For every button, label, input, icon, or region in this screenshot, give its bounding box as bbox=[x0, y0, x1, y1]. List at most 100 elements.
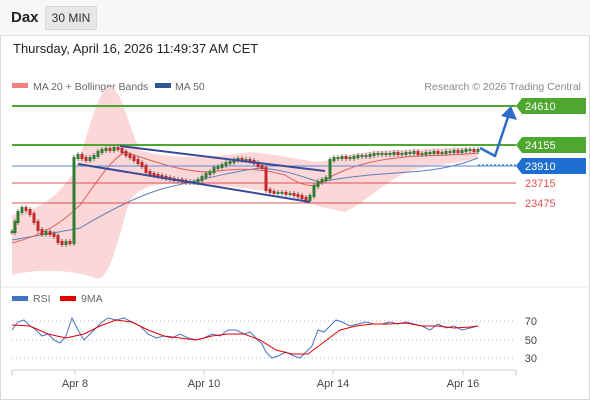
candle-body bbox=[412, 151, 416, 154]
candle-body bbox=[60, 241, 64, 245]
rsi-legend-swatch bbox=[12, 296, 28, 301]
rsi-ma-legend-label: 9MA bbox=[81, 293, 103, 305]
level-tag-23910 bbox=[516, 158, 586, 174]
candle-body bbox=[240, 158, 244, 161]
candle-body bbox=[96, 151, 100, 157]
candle-body bbox=[116, 147, 120, 150]
candle-body bbox=[324, 177, 328, 181]
candle-body bbox=[224, 162, 228, 166]
timeframe-badge[interactable]: 30 MIN bbox=[45, 6, 97, 30]
candle-body bbox=[304, 197, 308, 201]
candle-body bbox=[404, 152, 408, 155]
candle-body bbox=[376, 153, 380, 155]
candle-body bbox=[356, 155, 360, 158]
candle-body bbox=[88, 157, 92, 161]
candle-body bbox=[232, 159, 236, 163]
candle-body bbox=[104, 148, 108, 151]
candle-body bbox=[472, 149, 476, 152]
candle-body bbox=[476, 149, 480, 152]
trend-channel-lower bbox=[77, 163, 311, 203]
candle-body bbox=[244, 159, 248, 161]
timestamp: Thursday, April 16, 2026 11:49:37 AM CET bbox=[13, 41, 259, 56]
candle-body bbox=[216, 166, 220, 169]
candle-body bbox=[20, 207, 24, 213]
candle-body bbox=[396, 152, 400, 155]
candle-body bbox=[300, 195, 304, 199]
candle-body bbox=[228, 161, 232, 164]
candle-body bbox=[388, 153, 392, 155]
candle-body bbox=[92, 155, 96, 159]
candle-body bbox=[56, 235, 60, 243]
candle-body bbox=[136, 159, 140, 164]
rsi-legend-label: RSI bbox=[33, 293, 51, 305]
candle-body bbox=[360, 155, 364, 157]
candle-body bbox=[148, 171, 152, 175]
candle-body bbox=[308, 195, 312, 201]
candle-body bbox=[48, 231, 52, 235]
candle-body bbox=[260, 165, 264, 169]
candle-body bbox=[408, 152, 412, 154]
candle-body bbox=[256, 162, 260, 167]
levels-group: 24610 24155 23910 23715 23475 bbox=[12, 98, 586, 210]
candle-body bbox=[13, 221, 17, 233]
candle-body bbox=[76, 154, 80, 159]
candle-body bbox=[40, 229, 44, 235]
level-label-23475: 23475 bbox=[525, 198, 556, 210]
ma50-line bbox=[11, 157, 479, 241]
candle-body bbox=[144, 165, 148, 173]
candle-body bbox=[424, 152, 428, 155]
candle-body bbox=[416, 151, 420, 155]
x-tick-label: Apr 14 bbox=[317, 378, 349, 390]
rsi-line bbox=[11, 316, 479, 359]
candle-body bbox=[436, 151, 440, 154]
level-label-24155: 24155 bbox=[525, 140, 556, 152]
candle-body bbox=[400, 153, 404, 155]
candle-body bbox=[328, 159, 332, 179]
candle-body bbox=[112, 147, 116, 151]
candle-body bbox=[132, 156, 136, 161]
candle-body bbox=[284, 192, 288, 195]
x-ticks-group: Apr 8 Apr 10 Apr 14 Apr 16 bbox=[62, 370, 479, 390]
candle-body bbox=[36, 221, 40, 231]
candle-body bbox=[264, 167, 268, 191]
candle-body bbox=[220, 164, 224, 168]
candle-body bbox=[80, 154, 84, 159]
trend-channel-upper bbox=[119, 145, 326, 172]
candle-body bbox=[348, 157, 352, 159]
candle-body bbox=[444, 151, 448, 154]
candle-body bbox=[200, 176, 204, 181]
level-label-24610: 24610 bbox=[525, 101, 556, 113]
candle-body bbox=[204, 173, 208, 178]
candle-body bbox=[28, 209, 32, 215]
candle-body bbox=[64, 241, 68, 245]
candle-body bbox=[428, 152, 432, 154]
candle-body bbox=[464, 149, 468, 152]
level-label-23910: 23910 bbox=[525, 161, 556, 173]
rsi-ticks-group: 70 50 30 bbox=[12, 316, 537, 365]
legend-swatch-ma50 bbox=[155, 83, 171, 88]
candle-body bbox=[10, 231, 14, 233]
rsi-tick-label-50: 50 bbox=[525, 335, 537, 347]
candle-body bbox=[392, 152, 396, 155]
candle-body bbox=[432, 151, 436, 154]
candle-body bbox=[384, 153, 388, 155]
candle-body bbox=[140, 162, 144, 167]
candle-body bbox=[156, 174, 160, 177]
candle-body bbox=[276, 192, 280, 194]
candle-body bbox=[212, 167, 216, 173]
candle-body bbox=[336, 157, 340, 159]
candle-body bbox=[32, 213, 36, 223]
candle-body bbox=[124, 151, 128, 156]
candle-body bbox=[312, 185, 316, 197]
candle-body bbox=[468, 149, 472, 151]
candle-body bbox=[352, 156, 356, 159]
candle-body bbox=[452, 150, 456, 153]
watermark: Research © 2026 Trading Central bbox=[424, 81, 581, 93]
projection-arrowhead bbox=[501, 106, 517, 120]
level-label-23715: 23715 bbox=[525, 178, 556, 190]
rsi-ma-legend-swatch bbox=[60, 296, 76, 301]
legend-label-ma50: MA 50 bbox=[175, 81, 205, 93]
level-tag-24155 bbox=[516, 137, 586, 153]
candle-body bbox=[196, 179, 200, 183]
rsi-ma-line bbox=[11, 319, 479, 355]
